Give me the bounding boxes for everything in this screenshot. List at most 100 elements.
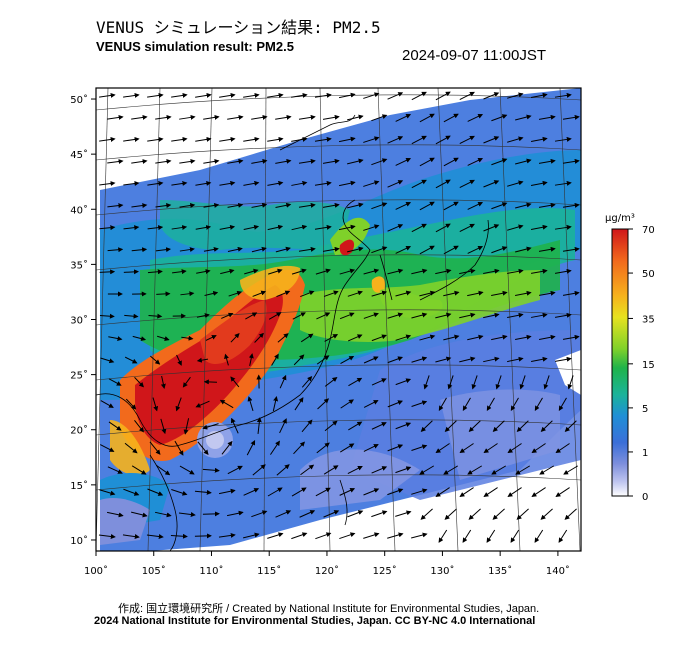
wind-arrow xyxy=(291,532,308,540)
wind-arrow xyxy=(107,247,124,253)
colorbar: μg/m³ 70 50 35 15 5 1 0 xyxy=(605,213,655,503)
y-tick-label: 35˚ xyxy=(70,259,88,271)
wind-arrow xyxy=(371,158,388,166)
wind-arrow xyxy=(108,421,122,431)
wind-arrow xyxy=(395,290,412,297)
wind-arrow xyxy=(171,180,188,186)
wind-arrow xyxy=(347,290,363,297)
wind-arrow xyxy=(387,224,404,232)
wind-arrow xyxy=(314,180,332,186)
wind-arrow xyxy=(338,180,356,187)
wind-arrow xyxy=(443,465,459,475)
wind-arrow xyxy=(371,246,388,254)
wind-arrow xyxy=(567,375,574,390)
wind-arrow xyxy=(323,465,339,475)
wind-arrow xyxy=(444,508,457,520)
wind-arrow xyxy=(98,533,116,539)
wind-arrow xyxy=(443,113,459,123)
wind-arrow xyxy=(483,136,500,144)
wind-arrow xyxy=(131,247,148,253)
wind-arrow xyxy=(491,202,508,210)
wind-arrow xyxy=(507,487,522,497)
wind-arrow xyxy=(435,91,451,101)
wind-arrow xyxy=(420,508,433,520)
wind-arrow xyxy=(371,334,387,342)
wind-arrow xyxy=(254,332,264,343)
wind-arrow xyxy=(467,158,484,166)
wind-arrow xyxy=(538,114,556,120)
wind-arrow xyxy=(300,464,315,476)
wind-arrow xyxy=(156,291,171,297)
wind-arrow xyxy=(107,203,124,209)
wind-arrow xyxy=(363,224,380,231)
wind-arrow xyxy=(219,180,236,186)
wind-arrow xyxy=(243,92,260,98)
wind-arrow xyxy=(322,158,340,164)
wind-arrow xyxy=(419,113,435,123)
wind-arrow xyxy=(291,487,307,497)
wind-arrow xyxy=(387,268,404,275)
wind-arrow xyxy=(183,418,190,435)
wind-arrow xyxy=(316,442,330,454)
wind-arrow xyxy=(171,136,188,142)
wind-arrow xyxy=(150,355,161,365)
wind-arrow xyxy=(507,180,524,187)
wind-arrow xyxy=(179,247,195,253)
wind-arrow xyxy=(371,510,388,518)
wind-arrow xyxy=(347,510,364,518)
wind-arrow xyxy=(467,334,484,341)
x-tick-label: 120˚ xyxy=(315,565,339,577)
pm25-map: 100˚ 105˚ 110˚ 115˚ 120˚ 125˚ 130˚ 135˚ 140˚ 50˚… xyxy=(70,87,655,577)
wind-arrow xyxy=(515,290,532,296)
wind-arrow xyxy=(181,335,194,341)
wind-arrow xyxy=(419,201,435,211)
colorbar-tick-label: 1 xyxy=(642,448,648,459)
wind-arrow xyxy=(132,335,147,342)
wind-arrow xyxy=(371,466,388,474)
wind-arrow xyxy=(245,312,258,320)
wind-arrow xyxy=(443,334,460,341)
wind-arrow xyxy=(564,420,577,432)
wind-arrow xyxy=(124,442,138,454)
wind-arrow xyxy=(435,223,451,233)
wind-arrow xyxy=(363,312,379,319)
wind-arrow xyxy=(348,421,363,431)
wind-arrow xyxy=(515,465,531,475)
wind-arrow xyxy=(270,440,280,455)
wind-arrow xyxy=(251,114,268,120)
wind-arrow xyxy=(99,136,116,142)
wind-arrow xyxy=(411,91,427,101)
wind-arrow xyxy=(251,158,268,164)
wind-arrow xyxy=(507,136,524,143)
wind-arrow xyxy=(155,203,172,208)
wind-arrow xyxy=(123,488,140,496)
x-tick-label: 105˚ xyxy=(142,565,166,577)
coastlines xyxy=(96,114,489,551)
wind-arrow xyxy=(107,466,123,474)
wind-arrow xyxy=(387,444,404,452)
wind-arrow xyxy=(435,443,450,454)
x-tick-label: 140˚ xyxy=(546,565,570,577)
wind-arrow xyxy=(443,201,459,211)
wind-arrow xyxy=(317,398,330,410)
wind-arrow xyxy=(147,136,164,142)
wind-arrow xyxy=(100,400,114,408)
wind-arrow xyxy=(131,465,147,475)
wind-arrow xyxy=(196,269,211,274)
wind-arrow xyxy=(562,158,580,164)
wind-arrow xyxy=(108,336,123,341)
wind-arrow xyxy=(267,487,283,497)
wind-arrow xyxy=(338,92,356,99)
wind-arrow xyxy=(459,356,476,363)
wind-arrow xyxy=(227,246,243,253)
wind-arrow xyxy=(221,440,233,455)
wind-arrow xyxy=(277,333,289,343)
wind-arrow xyxy=(531,487,546,497)
wind-arrow xyxy=(218,532,236,538)
wind-arrow xyxy=(224,353,229,366)
wind-arrow xyxy=(491,465,507,475)
wind-arrow xyxy=(99,92,116,98)
wind-arrow xyxy=(251,510,268,518)
x-tick-label: 110˚ xyxy=(199,565,223,577)
x-tick-label: 115˚ xyxy=(257,565,281,577)
